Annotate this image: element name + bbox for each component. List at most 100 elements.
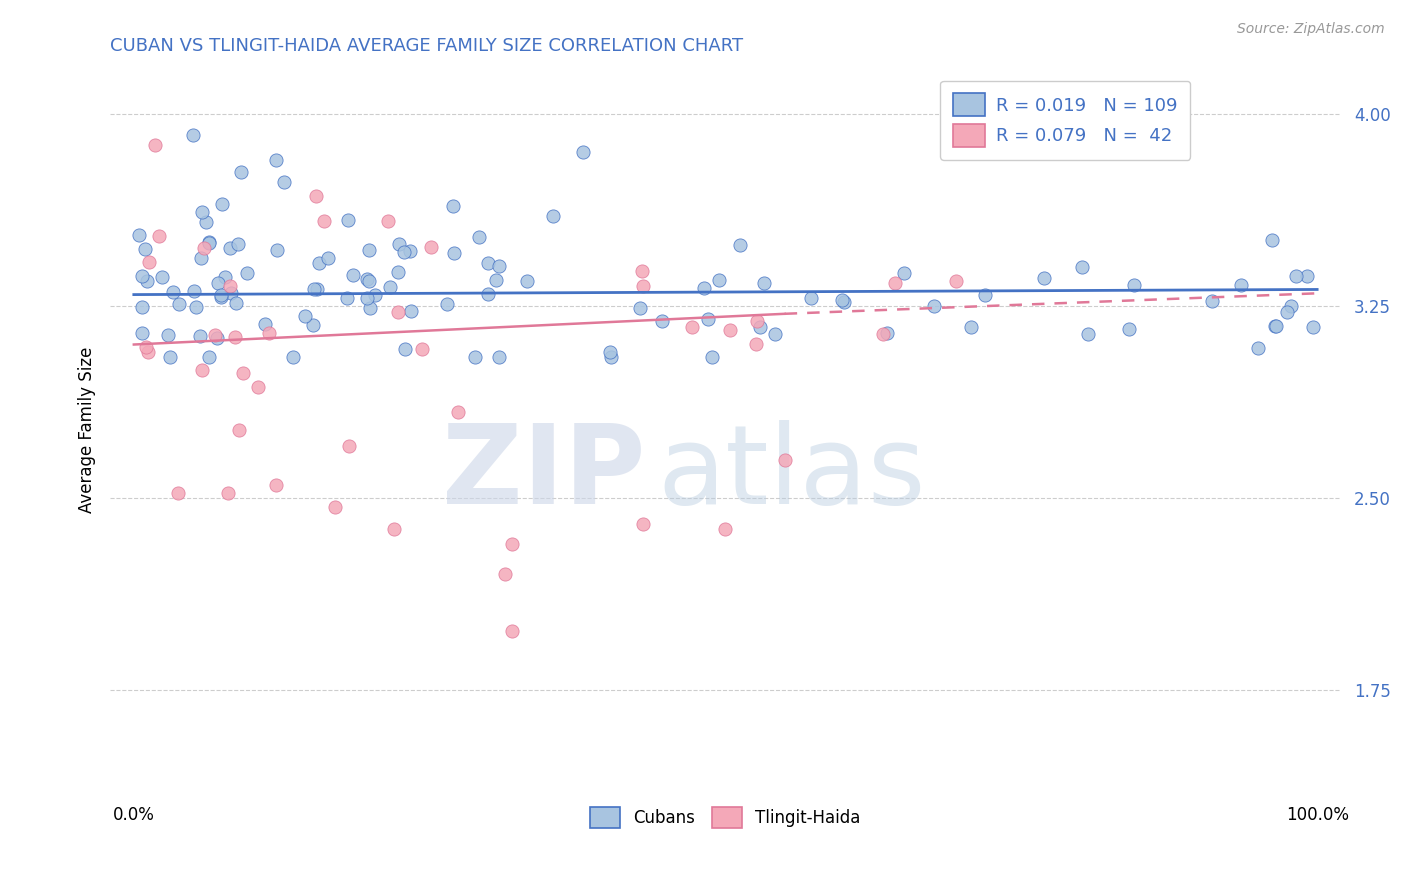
Point [387,265,409,279]
Point [709,273,731,287]
Point [631,516,654,531]
Point [264,153,287,168]
Point [702,351,724,365]
Point [194,215,217,229]
Y-axis label: Average Family Size: Average Family Size [79,347,96,514]
Point [128,228,150,243]
Point [1296,268,1319,283]
Point [631,263,654,277]
Point [714,522,737,536]
Point [697,312,720,326]
Point [184,300,207,314]
Point [356,291,378,305]
Point [599,351,621,365]
Point [135,274,157,288]
Point [359,301,381,315]
Point [247,380,270,394]
Point [1277,305,1299,319]
Point [924,299,946,313]
Point [273,175,295,189]
Text: atlas: atlas [658,420,927,527]
Point [388,236,411,251]
Point [628,301,651,315]
Point [477,255,499,269]
Point [541,210,564,224]
Point [159,351,181,365]
Point [1230,277,1253,292]
Point [259,326,281,340]
Point [974,288,997,302]
Point [188,328,211,343]
Point [143,137,166,152]
Point [488,351,510,365]
Point [131,269,153,284]
Point [135,340,157,354]
Point [302,282,325,296]
Point [1261,233,1284,247]
Point [651,314,673,328]
Point [1033,270,1056,285]
Point [224,330,246,344]
Point [387,304,409,318]
Point [150,270,173,285]
Point [283,351,305,365]
Point [181,128,204,142]
Point [264,478,287,492]
Point [204,328,226,343]
Point [681,320,703,334]
Point [488,259,510,273]
Point [148,228,170,243]
Point [747,314,769,328]
Legend: Cubans, Tlingit-Haida: Cubans, Tlingit-Haida [583,800,868,835]
Point [876,326,898,341]
Point [1264,319,1286,334]
Point [446,405,468,419]
Point [468,229,491,244]
Point [1247,341,1270,355]
Point [357,243,380,257]
Point [441,199,464,213]
Point [959,320,981,334]
Point [266,243,288,257]
Point [745,337,768,351]
Text: Source: ZipAtlas.com: Source: ZipAtlas.com [1237,22,1385,37]
Point [364,287,387,301]
Point [254,317,277,331]
Point [572,145,595,160]
Point [191,204,214,219]
Point [207,276,229,290]
Point [1285,268,1308,283]
Point [831,293,853,308]
Point [316,251,339,265]
Point [748,320,770,334]
Point [337,439,360,453]
Point [231,165,253,179]
Point [218,241,240,255]
Point [380,279,402,293]
Point [599,344,621,359]
Point [312,214,335,228]
Point [325,500,347,514]
Point [884,277,907,291]
Point [131,301,153,315]
Point [382,522,405,536]
Point [157,327,180,342]
Point [232,366,254,380]
Point [294,310,316,324]
Point [226,236,249,251]
Point [494,566,516,581]
Text: CUBAN VS TLINGIT-HAIDA AVERAGE FAMILY SIZE CORRELATION CHART: CUBAN VS TLINGIT-HAIDA AVERAGE FAMILY SI… [110,37,744,55]
Point [134,242,156,256]
Point [167,296,190,310]
Point [872,326,894,341]
Point [1264,318,1286,333]
Point [167,486,190,500]
Point [336,291,359,305]
Point [342,268,364,282]
Point [225,295,247,310]
Point [228,423,250,437]
Point [193,241,215,255]
Point [356,272,378,286]
Point [763,327,786,342]
Point [219,279,242,293]
